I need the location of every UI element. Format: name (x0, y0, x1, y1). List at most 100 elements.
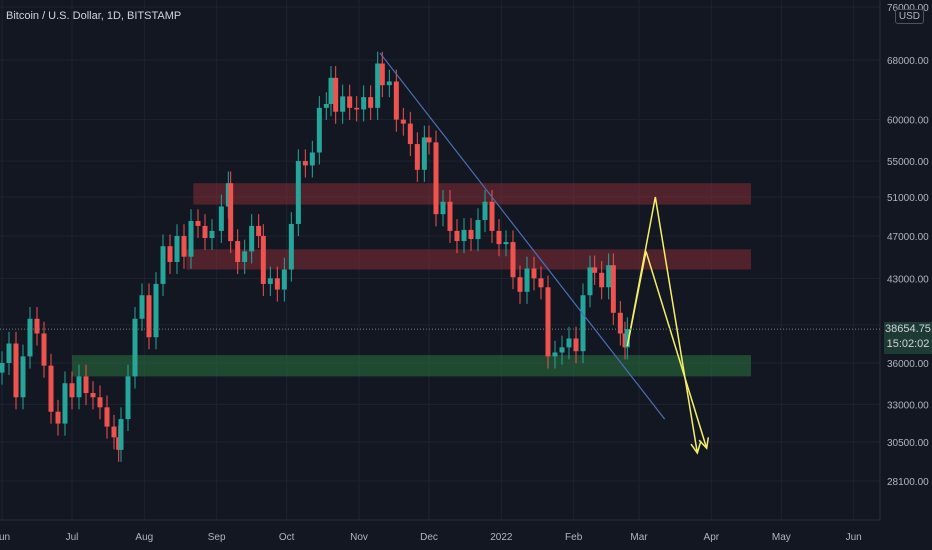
candle-body (97, 397, 103, 408)
candle-body (132, 318, 138, 377)
candle-body (407, 123, 413, 145)
candle-body (361, 97, 367, 110)
y-tick-label: 33000.00 (887, 400, 929, 411)
candle-body (188, 220, 194, 257)
x-tick-label: Feb (565, 532, 583, 543)
y-tick-label: 68000.00 (887, 56, 929, 67)
candle-body (167, 246, 173, 262)
candle-body (440, 201, 446, 215)
candle-body (202, 225, 208, 238)
candle-body (90, 393, 96, 398)
y-tick-label: 55000.00 (887, 157, 929, 168)
candle-body (545, 287, 551, 357)
x-tick-label: Mar (630, 532, 648, 543)
candle-body (104, 407, 110, 427)
current-price-label: 38654.75 15:02:02 (884, 322, 932, 354)
candle-body (302, 161, 308, 166)
candle-body (281, 269, 287, 290)
candle-body (333, 77, 339, 112)
candle-body (295, 161, 301, 224)
current-price-value: 38654.75 (885, 323, 931, 335)
x-tick-label: Jun (846, 532, 862, 543)
candle-body (20, 356, 26, 398)
candle-body (125, 376, 131, 420)
x-tick-label: Sep (208, 532, 226, 543)
candle-body (580, 295, 586, 352)
chart-title: Bitcoin / U.S. Dollar, 1D, BITSTAMP (6, 10, 182, 22)
candle-body (316, 107, 322, 153)
candle-body (368, 97, 374, 108)
projection-arrowhead (690, 442, 702, 455)
x-tick-label: Oct (279, 532, 295, 543)
x-tick-label: Jun (0, 532, 10, 543)
resistance-zone (193, 183, 752, 205)
x-tick-label: 2022 (490, 532, 513, 543)
candle-body (379, 63, 385, 86)
candle-body (573, 338, 579, 352)
candle-body (260, 235, 266, 284)
candle-body (587, 267, 593, 296)
support-zone (72, 355, 751, 377)
candle-body (153, 283, 159, 338)
candle-body (0, 362, 5, 373)
candle-body (274, 278, 280, 290)
candle-body (323, 104, 329, 108)
y-tick-label: 76000.00 (887, 3, 929, 14)
x-tick-label: May (772, 532, 791, 543)
candle-body (503, 242, 509, 245)
candle-body (489, 201, 495, 231)
candle-body (496, 230, 502, 245)
candle-body (421, 137, 427, 170)
candle-body (454, 230, 460, 242)
candle-body (242, 251, 248, 262)
price-zones (72, 183, 752, 377)
candle-body (218, 206, 224, 231)
candle-body (475, 220, 481, 240)
projection-path (626, 251, 708, 449)
candle-body (139, 295, 145, 319)
candle-body (118, 419, 124, 450)
candle-body (34, 318, 40, 334)
x-tick-label: Jul (66, 532, 79, 543)
y-tick-label: 43000.00 (887, 274, 929, 285)
candle-body (48, 365, 54, 412)
candle-body (228, 183, 234, 242)
candle-body (6, 343, 12, 363)
y-tick-label: 47000.00 (887, 232, 929, 243)
candle-body (13, 343, 19, 398)
y-tick-label: 51000.00 (887, 193, 929, 204)
candle-body (393, 81, 399, 120)
candle-body (624, 329, 630, 348)
candle-body (328, 77, 334, 105)
candle-body (354, 107, 360, 110)
candle-body (386, 81, 392, 86)
y-tick-label: 28100.00 (887, 477, 929, 488)
candle-body (249, 225, 255, 252)
candle-body (76, 376, 82, 398)
candle-body (482, 201, 488, 221)
candle-body (309, 152, 315, 166)
candle-body (174, 235, 180, 262)
y-tick-label: 36000.00 (887, 359, 929, 370)
candle-body (256, 225, 262, 236)
trend-line (379, 52, 666, 420)
candle-body (111, 426, 117, 438)
x-tick-label: Nov (350, 532, 368, 543)
bar-countdown: 15:02:02 (886, 338, 930, 350)
candle-body (41, 333, 47, 366)
candle-body (552, 352, 558, 357)
candle-body (433, 142, 439, 215)
candle-body (83, 376, 89, 394)
candle-body (69, 383, 75, 398)
x-tick-label: Aug (135, 532, 153, 543)
candlesticks (0, 51, 630, 462)
candle-body (195, 220, 201, 226)
candle-body (447, 201, 453, 231)
candle-body (592, 267, 598, 273)
drawings (379, 52, 710, 455)
candle-body (160, 246, 166, 284)
candle-body (235, 241, 241, 262)
currency-badge[interactable]: USD (894, 9, 924, 24)
